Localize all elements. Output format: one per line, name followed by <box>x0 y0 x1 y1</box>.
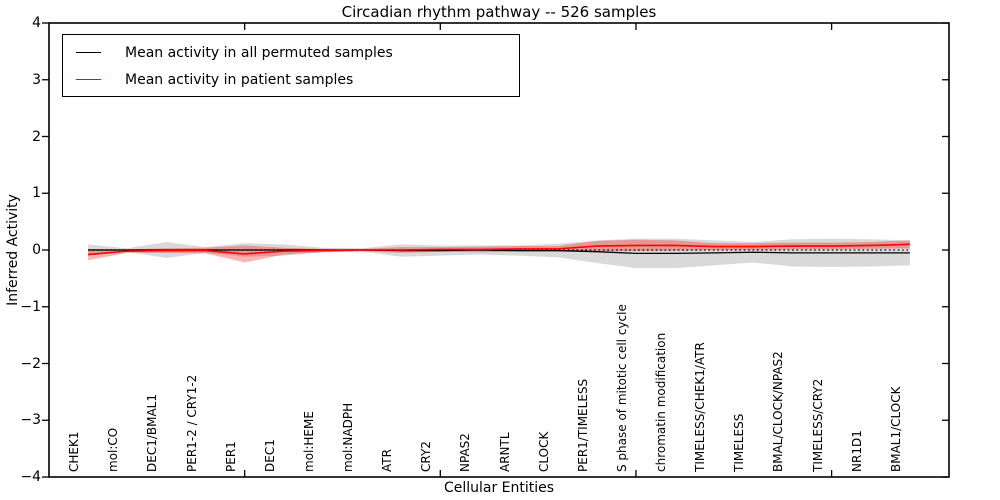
x-category-label: PER1/TIMELESS <box>575 378 590 472</box>
y-tick-label: 0 <box>32 242 41 258</box>
x-category-label: PER1-2 / CRY1-2 <box>184 374 199 472</box>
x-category-label: TIMELESS/CHEK1/ATR <box>693 342 708 472</box>
legend: Mean activity in all permuted samples Me… <box>62 34 520 97</box>
y-tick-label: −4 <box>20 469 41 485</box>
x-category-label: mol:CO <box>106 427 121 472</box>
x-category-label: BMAL/CLOCK/NPAS2 <box>771 351 786 472</box>
x-category-label: DEC1 <box>262 439 277 472</box>
legend-label-permuted: Mean activity in all permuted samples <box>125 44 393 61</box>
x-category-label: mol:HEME <box>301 411 316 472</box>
x-category-label: NPAS2 <box>458 433 473 472</box>
legend-label-patient: Mean activity in patient samples <box>125 71 354 88</box>
legend-item-patient: Mean activity in patient samples <box>74 66 519 93</box>
y-tick-label: 2 <box>32 128 41 145</box>
x-category-label: CHEK1 <box>67 431 82 473</box>
x-category-label: ATR <box>380 449 395 472</box>
x-category-label: mol:NADPH <box>341 402 356 472</box>
x-category-label: TIMELESS <box>732 413 747 472</box>
x-category-label: PER1 <box>223 441 238 472</box>
x-category-label: S phase of mitotic cell cycle <box>614 304 629 472</box>
x-category-label: CRY2 <box>419 441 434 472</box>
y-tick-label: −3 <box>20 412 41 429</box>
red-line-swatch <box>76 79 101 80</box>
x-category-label: DEC1/BMAL1 <box>145 394 160 472</box>
x-category-label: ARNTL <box>497 432 512 472</box>
y-tick-label: 3 <box>32 71 41 88</box>
y-tick-label: 1 <box>32 185 41 202</box>
x-category-label: CLOCK <box>536 431 551 472</box>
x-category-label: chromatin modification <box>654 332 669 472</box>
y-tick-label: −2 <box>20 355 41 372</box>
x-axis-label: Cellular Entities <box>443 480 555 496</box>
x-category-label: NR1D1 <box>849 430 864 472</box>
chart-title: Circadian rhythm pathway -- 526 samples <box>341 3 657 21</box>
x-category-label: TIMELESS/CRY2 <box>810 378 825 472</box>
black-line-swatch <box>76 52 101 53</box>
y-tick-label: 4 <box>32 15 41 31</box>
legend-item-permuted: Mean activity in all permuted samples <box>74 39 519 66</box>
x-category-label: BMAL1/CLOCK <box>888 386 903 473</box>
y-tick-label: −1 <box>20 298 41 315</box>
